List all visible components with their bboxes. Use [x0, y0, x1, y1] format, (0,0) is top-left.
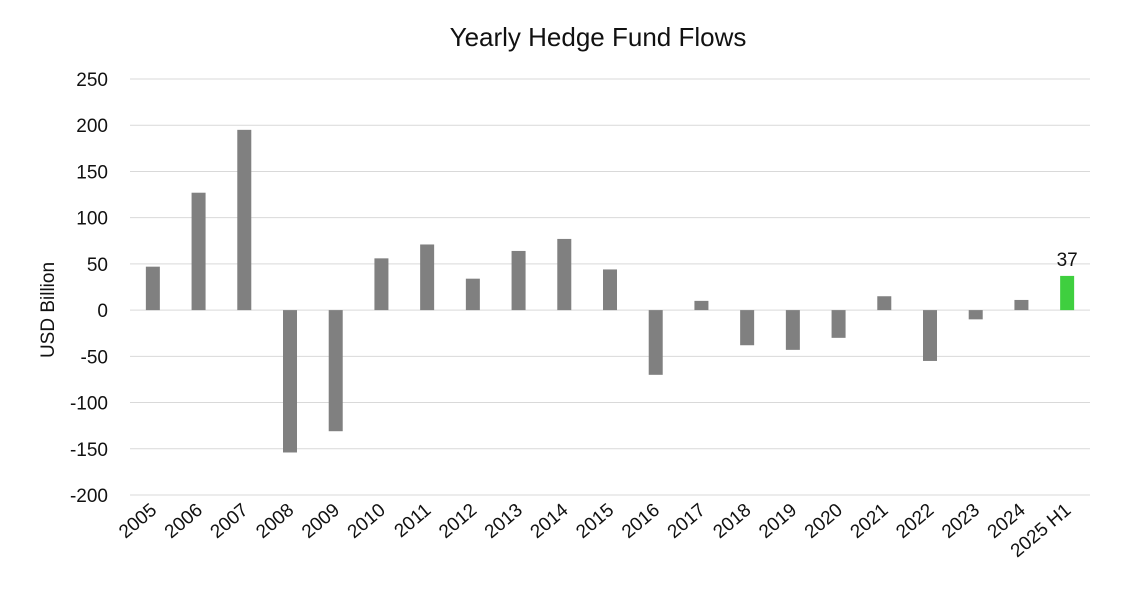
x-tick-label: 2012: [435, 500, 481, 543]
bar-2021: [877, 296, 892, 311]
y-tick-label: 50: [87, 255, 108, 276]
x-tick-label: 2015: [572, 500, 618, 543]
x-tick-label: 2006: [161, 500, 207, 543]
x-tick-labels: 2005 2006 2007 2008 2009 2010 2011 2012 2013 2014…: [115, 499, 1075, 562]
bar-2015: [603, 269, 617, 311]
y-tick-label: -150: [70, 440, 108, 461]
bar-2013: [511, 250, 526, 311]
x-tick-label: 2021: [847, 500, 893, 543]
y-tick-labels: 250 200 150 100 50 0 -50 -100 -150 -200: [70, 70, 108, 507]
x-tick-label: 2018: [709, 500, 755, 543]
data-labels: 37: [1057, 250, 1078, 271]
x-tick-label: 2014: [527, 499, 573, 543]
bar-2006: [191, 192, 206, 311]
y-tick-label: -100: [70, 394, 108, 415]
y-tick-label: 150: [76, 162, 108, 183]
x-tick-label: 2022: [892, 500, 938, 543]
bar-2025-h1: [1060, 275, 1075, 311]
bars: [145, 129, 1075, 453]
bar-2022: [923, 310, 937, 361]
bar-2014: [557, 238, 572, 311]
bar-2005: [145, 266, 160, 311]
bar-2024: [1014, 299, 1029, 311]
y-tick-label: -200: [70, 486, 108, 507]
data-label: 37: [1057, 250, 1078, 271]
y-tick-label: 100: [76, 209, 108, 230]
x-tick-label: 2019: [755, 500, 801, 543]
y-tick-label: 250: [76, 70, 108, 91]
bar-2016: [648, 310, 663, 375]
bar-2020: [831, 310, 846, 338]
x-tick-label: 2005: [115, 500, 161, 543]
y-tick-label: -50: [81, 347, 108, 368]
bar-2019: [785, 310, 800, 350]
x-tick-label: 2011: [391, 500, 436, 542]
bar-2011: [420, 244, 435, 311]
y-tick-label: 200: [76, 116, 108, 137]
y-axis-label: USD Billion: [38, 262, 59, 358]
bar-2010: [374, 258, 389, 311]
x-tick-label: 2010: [344, 500, 390, 543]
x-tick-label: 2023: [938, 500, 984, 543]
bar-2012: [465, 278, 480, 311]
x-tick-label: 2020: [801, 500, 847, 543]
x-tick-label: 2013: [481, 500, 527, 543]
y-tick-label: 0: [97, 301, 108, 322]
bar-2017: [694, 300, 709, 311]
bar-2023: [968, 310, 983, 320]
x-tick-label: 2007: [207, 500, 253, 543]
x-tick-label: 2009: [298, 500, 344, 543]
bar-2007: [237, 129, 252, 311]
x-tick-label: 2017: [664, 500, 710, 543]
x-tick-label: 2016: [618, 500, 664, 543]
x-tick-label: 2008: [252, 500, 298, 543]
bar-2009: [328, 310, 343, 432]
bar-2018: [740, 310, 755, 346]
bar-2008: [283, 310, 297, 453]
chart-title: Yearly Hedge Fund Flows: [450, 22, 747, 52]
